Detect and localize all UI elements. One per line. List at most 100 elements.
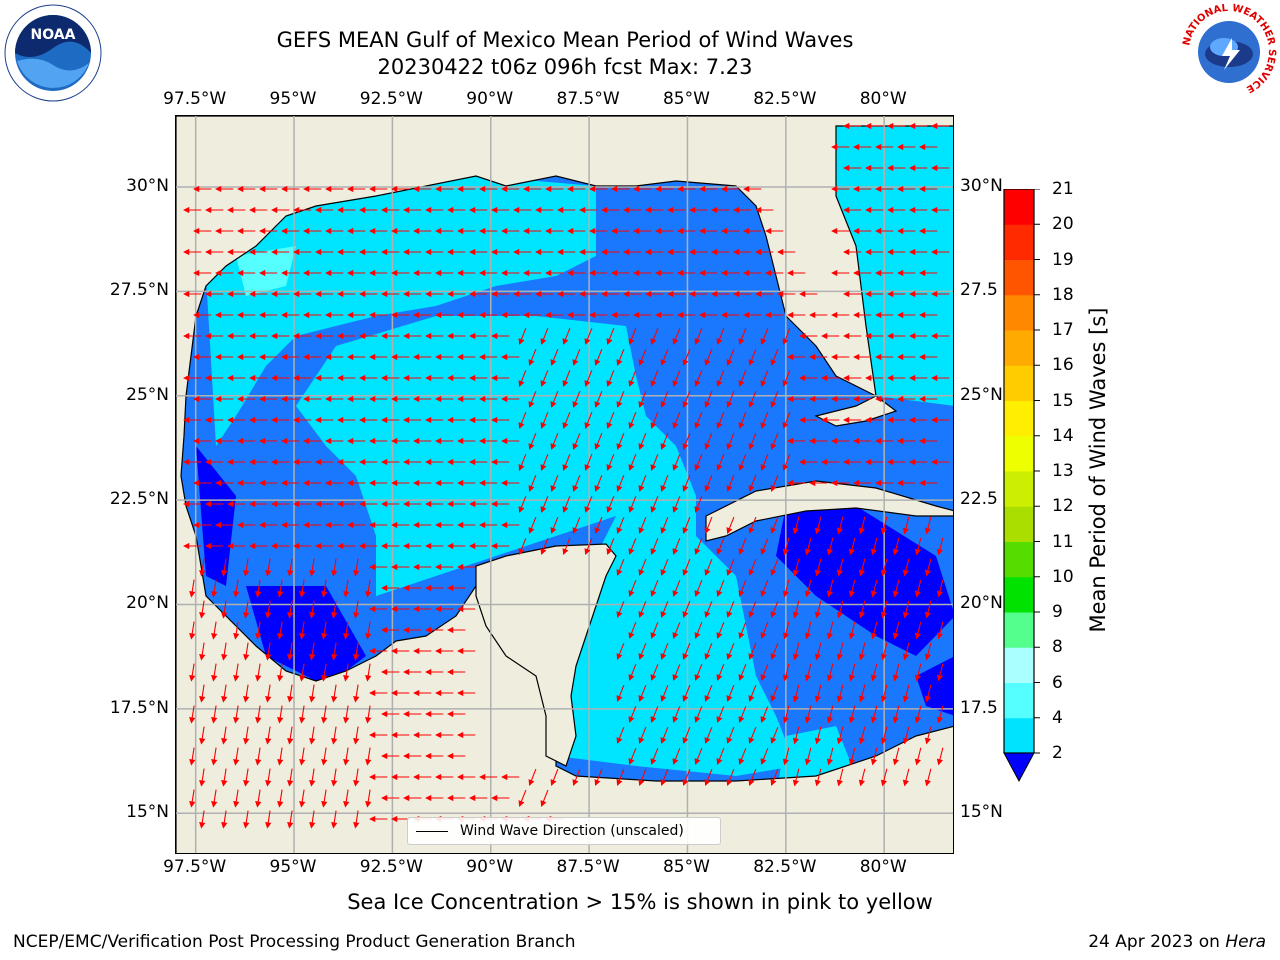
wind-arrow [660,348,669,367]
wind-arrow [694,369,703,388]
wind-arrow [205,290,224,298]
wind-arrow [897,185,916,193]
legend-line-swatch [416,830,448,832]
wind-arrow [271,458,290,466]
wind-arrow [770,474,779,493]
wind-arrow [271,290,290,298]
wind-arrow [277,621,284,640]
wind-arrow [369,395,388,403]
wind-arrow [848,537,856,556]
wind-arrow [369,647,388,655]
wind-arrow [606,327,615,346]
wind-arrow [616,390,625,409]
wind-arrow [221,810,228,829]
wind-arrow [799,458,818,466]
wind-arrow [447,248,466,256]
wind-arrow [501,185,520,193]
wind-arrow [743,227,762,235]
colorbar [1003,189,1040,783]
wind-arrow [193,227,212,235]
wind-arrow [836,726,844,745]
wind-arrow [638,600,647,619]
wind-arrow [287,558,294,577]
wind-arrow [413,311,432,319]
wind-arrow [897,227,916,235]
wind-arrow [880,684,888,703]
wind-arrow [782,663,790,682]
wind-arrow [353,768,360,787]
wind-arrow [562,411,571,430]
wind-arrow [199,558,206,577]
wind-arrow [694,705,703,724]
wind-arrow [914,663,922,682]
wind-arrow [853,269,872,277]
wind-arrow [237,521,256,529]
wind-arrow [413,521,432,529]
wind-arrow [413,689,432,697]
wind-arrow [804,705,812,724]
wind-arrow [672,369,681,388]
wind-arrow [281,269,300,277]
wind-arrow [243,558,250,577]
wind-arrow [199,684,206,703]
wind-arrow [343,747,350,766]
wind-arrow [633,269,652,277]
wind-arrow [875,143,894,151]
wind-arrow [821,416,840,424]
wind-arrow [931,122,950,130]
wind-arrow [528,432,537,451]
wind-arrow [848,705,856,724]
wind-arrow [865,374,884,382]
wind-arrow [277,663,284,682]
wind-arrow [931,248,950,256]
wind-arrow [672,453,681,472]
wind-arrow [193,353,212,361]
wind-arrow [435,689,454,697]
wind-arrow [721,269,740,277]
wind-arrow [293,290,312,298]
colorbar-tick-label: 11 [1052,531,1074,552]
wind-arrow [435,269,454,277]
wind-arrow [936,663,944,682]
wind-arrow [655,311,674,319]
wind-arrow [689,290,708,298]
wind-arrow [770,390,779,409]
wind-arrow [792,516,800,535]
wind-arrow [787,311,806,319]
wind-arrow [672,495,681,514]
wind-arrow [843,458,862,466]
wind-arrow [760,663,769,682]
wind-arrow [704,432,713,451]
wind-arrow [391,731,410,739]
wind-arrow [628,453,637,472]
wind-arrow [694,621,703,640]
wind-arrow [391,185,410,193]
wind-arrow [365,621,372,640]
wind-arrow [518,369,527,388]
wind-arrow [528,516,537,535]
wind-arrow [870,747,878,766]
wind-arrow [875,479,894,487]
lon-tick-top: 82.5°W [753,89,817,109]
wind-arrow [391,437,410,445]
wind-arrow [381,458,400,466]
wind-arrow [391,605,410,613]
wind-arrow [831,437,850,445]
wind-arrow [255,663,262,682]
wind-arrow [205,332,224,340]
wind-arrow [814,642,822,661]
lon-tick-bottom: 90°W [466,857,514,877]
wind-arrow [243,810,250,829]
wind-arrow [726,474,735,493]
colorbar-tick-label: 2 [1052,743,1063,763]
footer-branch: NCEP/EMC/Verification Post Processing Pr… [13,932,576,952]
wind-arrow [205,500,224,508]
wind-arrow [594,348,603,367]
wind-arrow [359,332,378,340]
wind-arrow [259,395,278,403]
wind-arrow [650,369,659,388]
footer-machine: Hera [1225,932,1266,952]
lon-tick-top: 80°W [859,89,907,109]
wind-arrow [479,437,498,445]
wind-arrow [337,290,356,298]
